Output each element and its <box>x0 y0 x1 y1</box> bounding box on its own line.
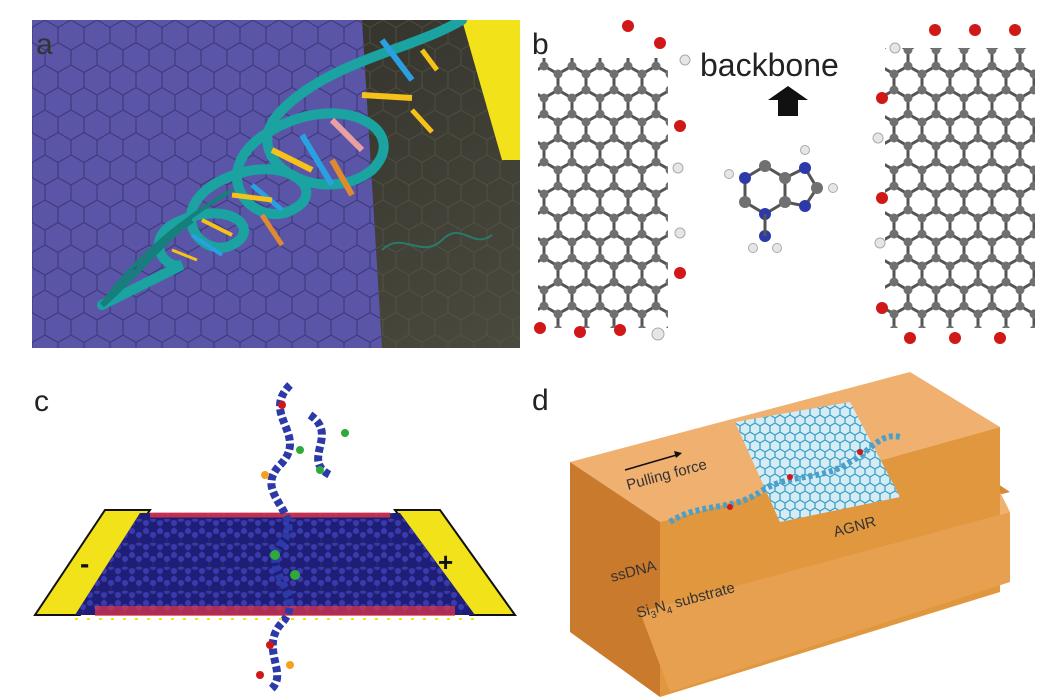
minus-sign: - <box>80 548 89 579</box>
electrode-strip <box>462 20 520 160</box>
panel-a-label: a <box>36 28 53 61</box>
panel-c: c <box>20 375 530 695</box>
substrate-front-face <box>570 462 660 697</box>
panel-d-figure: Pulling force ssDNA AGNR Si3N4 substrate <box>570 372 1010 697</box>
dna-helix <box>97 20 467 310</box>
panel-a: a <box>32 20 520 348</box>
up-arrow-icon <box>768 86 808 116</box>
edge-atoms <box>534 20 1021 344</box>
dna-strand-c <box>256 382 349 694</box>
panel-c-figure: - + <box>33 382 517 694</box>
backbone-annotation: backbone <box>700 47 839 83</box>
plus-sign: + <box>438 547 453 577</box>
panel-b-label: b <box>532 28 549 61</box>
pulling-force-arrow-icon <box>624 453 681 471</box>
ssdna-chain <box>668 433 901 525</box>
panel-b-figure: backbone <box>534 20 1035 344</box>
left-graphene-ribbon <box>538 58 668 328</box>
adenine-molecule <box>724 145 838 253</box>
right-graphene-ribbon <box>885 48 1035 328</box>
panel-d: d Pulling force ssDNA AGNR Si3N4 substra… <box>530 372 1050 697</box>
panel-a-figure <box>32 20 520 348</box>
panel-b: backbone b <box>530 18 1040 353</box>
panel-c-label: c <box>34 385 49 418</box>
panel-d-label: d <box>532 384 549 417</box>
